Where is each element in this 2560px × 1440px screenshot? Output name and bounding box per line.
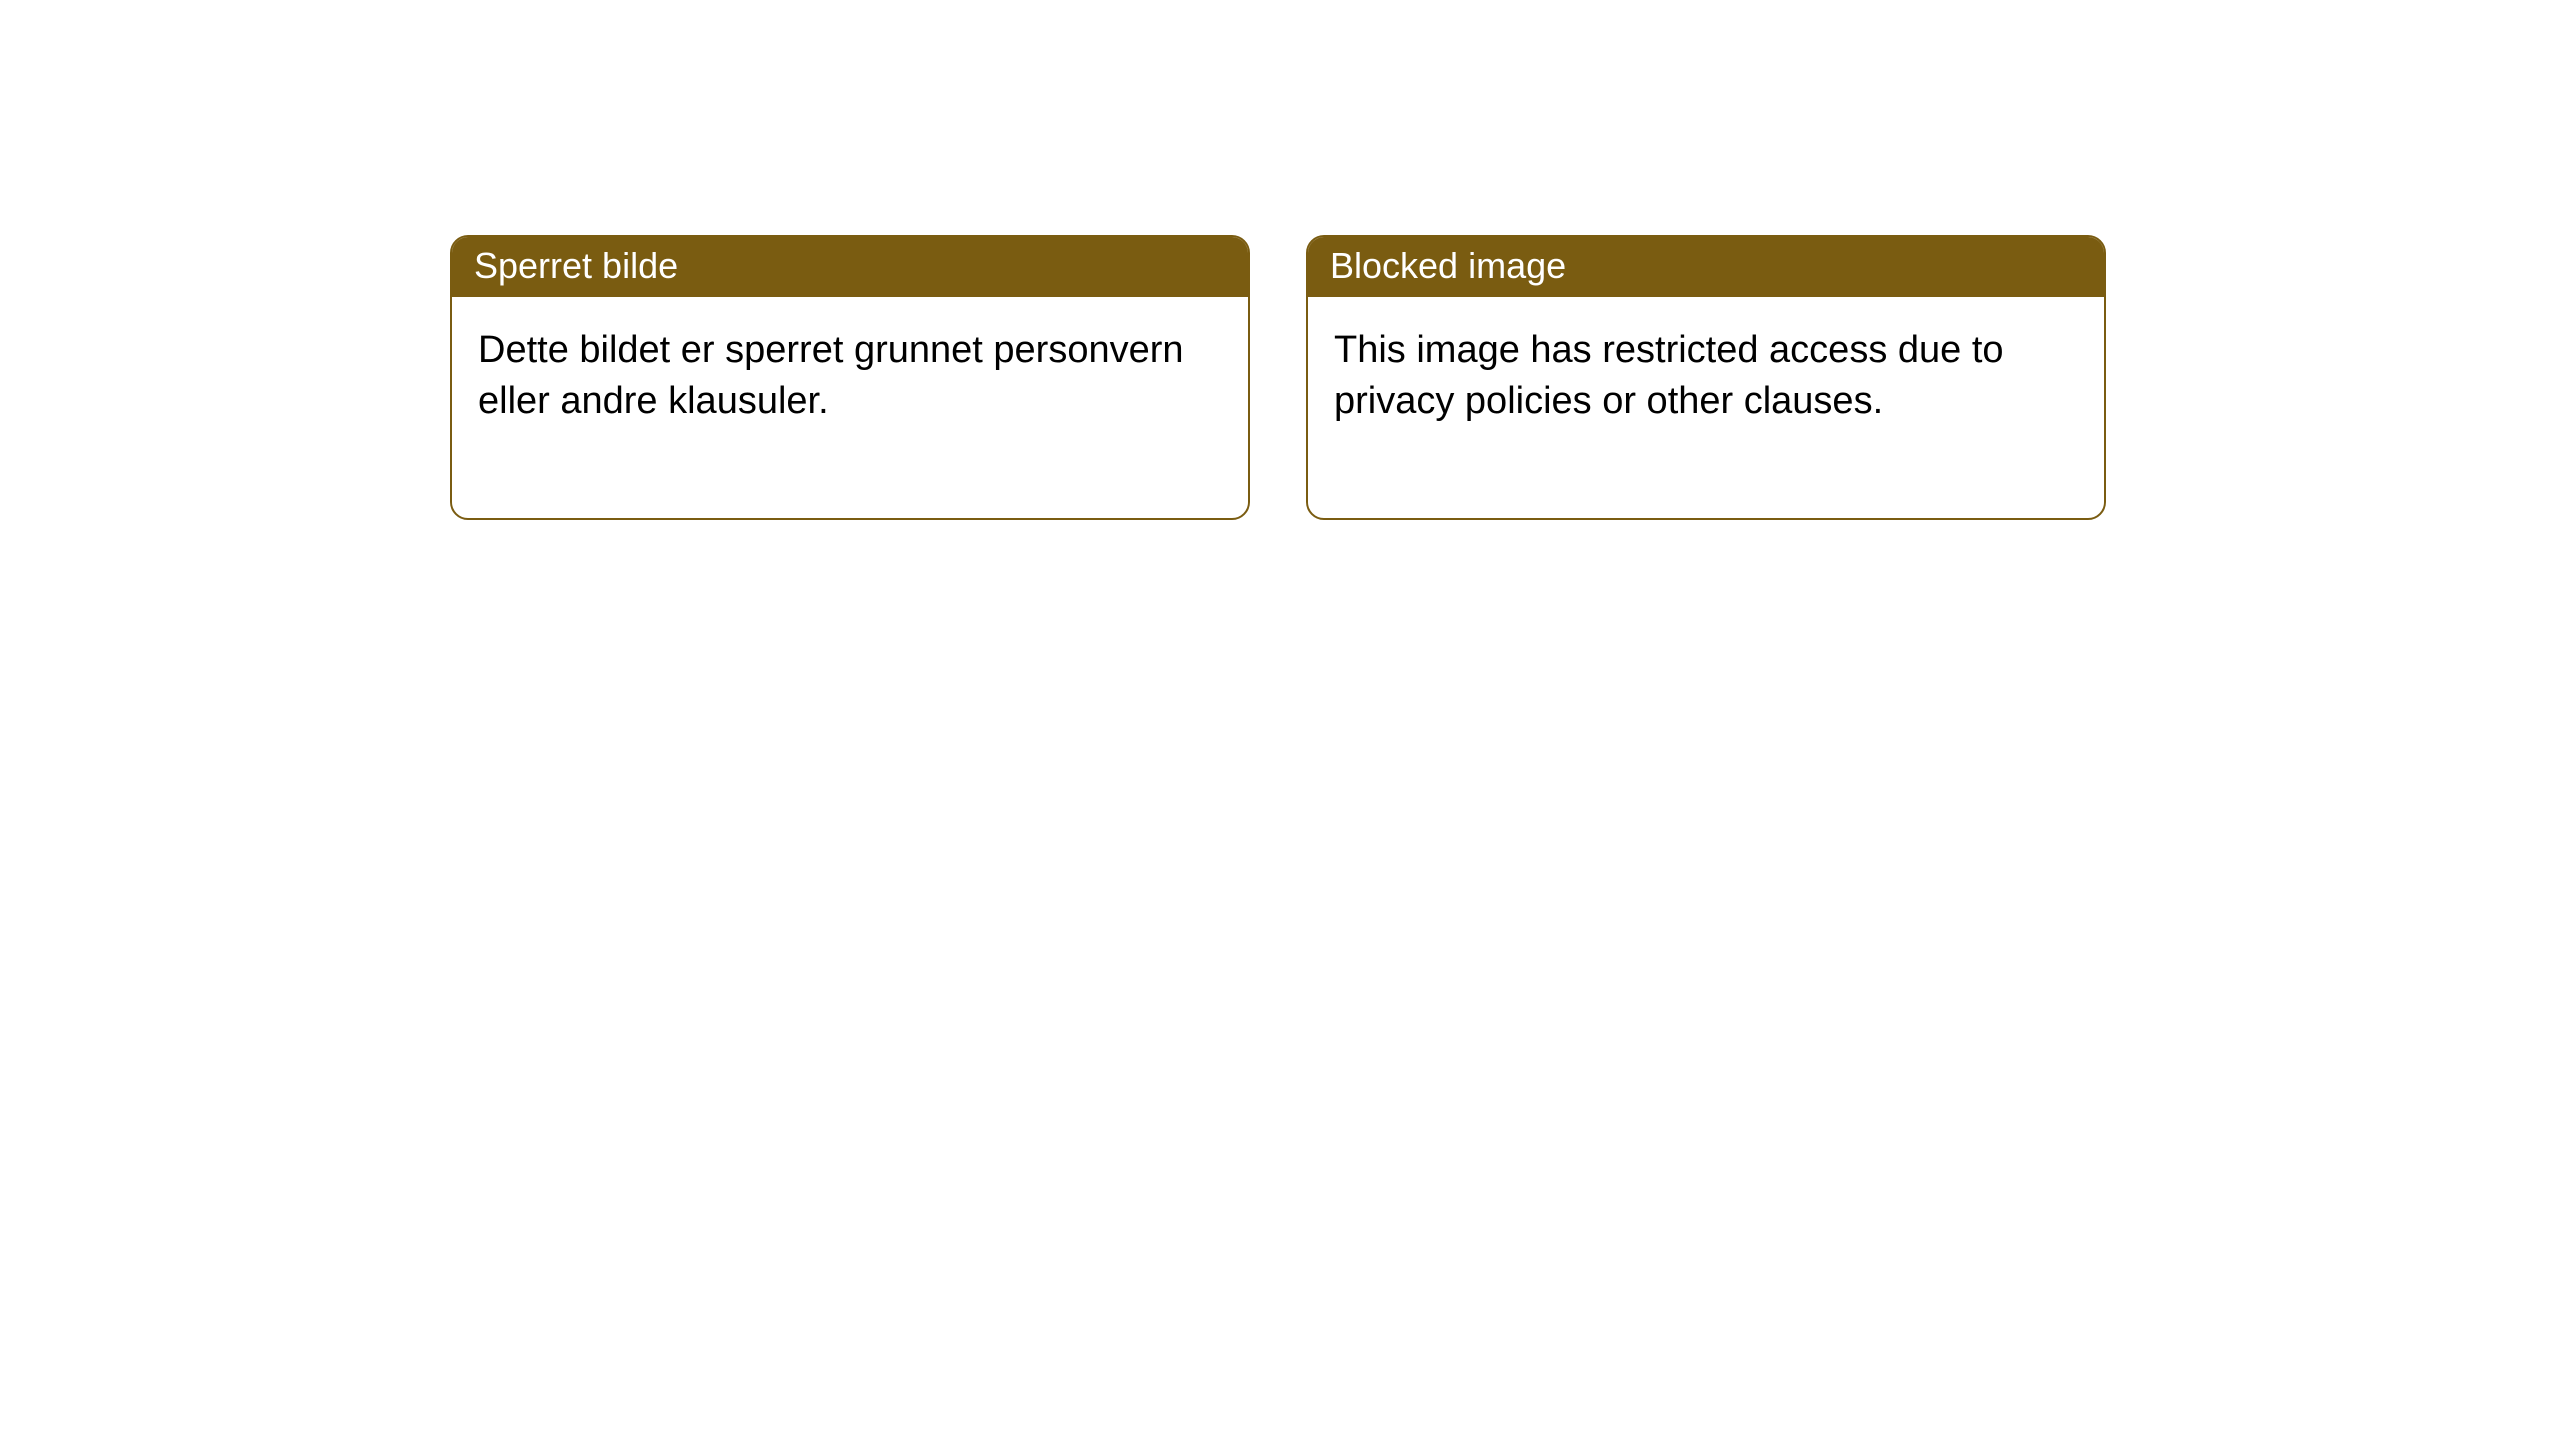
notice-card-english: Blocked image This image has restricted … [1306,235,2106,520]
card-body: Dette bildet er sperret grunnet personve… [452,297,1248,518]
card-header: Blocked image [1308,237,2104,297]
notice-card-norwegian: Sperret bilde Dette bildet er sperret gr… [450,235,1250,520]
notice-cards-container: Sperret bilde Dette bildet er sperret gr… [450,235,2106,520]
card-body: This image has restricted access due to … [1308,297,2104,518]
card-title: Sperret bilde [474,245,678,286]
card-message: This image has restricted access due to … [1334,329,2004,422]
card-message: Dette bildet er sperret grunnet personve… [478,329,1184,422]
card-header: Sperret bilde [452,237,1248,297]
card-title: Blocked image [1330,245,1566,286]
